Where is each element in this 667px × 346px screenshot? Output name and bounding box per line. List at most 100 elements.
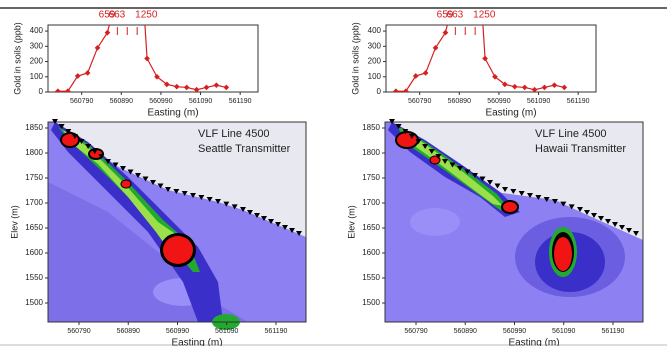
x-tick-label: 560890 [117, 328, 140, 335]
station-marker [91, 149, 98, 154]
x-tick-label: 561190 [265, 328, 288, 335]
station-marker [105, 159, 111, 164]
station-marker [518, 191, 525, 196]
x-axis-label: Easting (m) [171, 338, 222, 346]
point [482, 55, 488, 62]
annotation: Seattle Transmitter [198, 143, 291, 155]
station-marker [71, 134, 78, 139]
station-marker [223, 201, 230, 207]
y-axis-label: Elev (m) [346, 205, 356, 239]
x-tick-label: 560890 [448, 98, 471, 105]
x-tick-label: 560990 [166, 328, 189, 335]
station-marker [510, 189, 517, 194]
point [502, 81, 508, 88]
y-tick-label: 1650 [362, 223, 380, 232]
point [84, 70, 91, 76]
point [223, 84, 230, 91]
point [183, 84, 190, 91]
x-tick-label: 561190 [567, 98, 590, 105]
station-marker [442, 159, 448, 164]
x-tick-label: 560790 [408, 98, 431, 105]
x-tick-label: 560790 [404, 328, 427, 335]
x-axis-label: Easting (m) [508, 338, 559, 346]
station-marker [415, 139, 422, 144]
y-tick-label: 1750 [362, 173, 380, 182]
station-marker [165, 187, 171, 192]
y-tick-label: 1500 [25, 298, 43, 307]
station-marker [619, 225, 625, 230]
point [213, 82, 220, 88]
station-marker [98, 154, 105, 159]
station-marker [584, 210, 590, 215]
plot-frame [385, 24, 597, 93]
series [393, 25, 568, 92]
y-tick-label: 1750 [25, 173, 43, 182]
station-marker [289, 228, 295, 233]
y-tick-label: 300 [30, 41, 44, 50]
station-marker [502, 187, 508, 192]
station-marker [142, 176, 149, 182]
station-marker [247, 210, 253, 215]
station-marker [127, 169, 134, 175]
data-label: 659 [99, 10, 116, 21]
point [541, 84, 548, 91]
point [492, 73, 498, 80]
data-label: 659 [437, 10, 454, 21]
y-tick-label: 300 [368, 41, 382, 50]
y-tick-label: 100 [368, 72, 382, 81]
x-tick-label: 560990 [149, 98, 172, 105]
station-marker [85, 144, 92, 149]
station-marker [120, 166, 126, 171]
point [154, 73, 160, 80]
x-tick-label: 560990 [503, 328, 526, 335]
point [551, 82, 558, 88]
station-marker [605, 219, 611, 224]
y-tick-label: 1500 [362, 298, 380, 307]
point [393, 88, 399, 92]
station-marker [58, 124, 65, 129]
station-marker [633, 231, 639, 236]
station-marker [206, 197, 213, 202]
y-axis-label: Elev (m) [9, 205, 19, 239]
x-tick-label: 560790 [70, 98, 93, 105]
point [561, 84, 568, 91]
station-marker [457, 166, 463, 171]
contour-field [48, 122, 306, 330]
station-marker [240, 207, 246, 212]
point [164, 81, 170, 88]
data-label: 1250 [473, 10, 496, 21]
x-axis-label: Easting (m) [485, 108, 536, 119]
station-marker [428, 149, 435, 154]
series [55, 25, 230, 92]
station-marker [402, 129, 409, 134]
station-marker [422, 144, 429, 149]
station-marker [389, 119, 395, 124]
y-tick-label: 1850 [362, 123, 380, 132]
x-tick-label: 561190 [229, 98, 252, 105]
point [203, 84, 210, 91]
y-tick-label: 1600 [362, 248, 380, 257]
point [55, 88, 61, 92]
station-marker [157, 183, 164, 189]
x-tick-label: 561090 [215, 328, 238, 335]
station-marker [552, 199, 558, 204]
station-marker [535, 195, 542, 200]
station-marker [543, 197, 550, 202]
station-marker [612, 222, 618, 227]
y-tick-label: 200 [30, 57, 44, 66]
station-marker [65, 129, 72, 134]
point [402, 88, 409, 92]
station-marker [282, 225, 288, 230]
station-marker [591, 213, 597, 218]
contour-field [385, 122, 643, 322]
annotation: Hawaii Transmitter [535, 143, 626, 155]
station-marker [577, 207, 583, 212]
y-tick-label: 1700 [25, 198, 43, 207]
x-tick-label: 561090 [527, 98, 550, 105]
station-marker [626, 228, 632, 233]
station-marker [215, 199, 221, 204]
x-tick-label: 561190 [602, 328, 625, 335]
data-label: 663 [447, 10, 464, 21]
y-tick-label: 0 [377, 87, 382, 96]
